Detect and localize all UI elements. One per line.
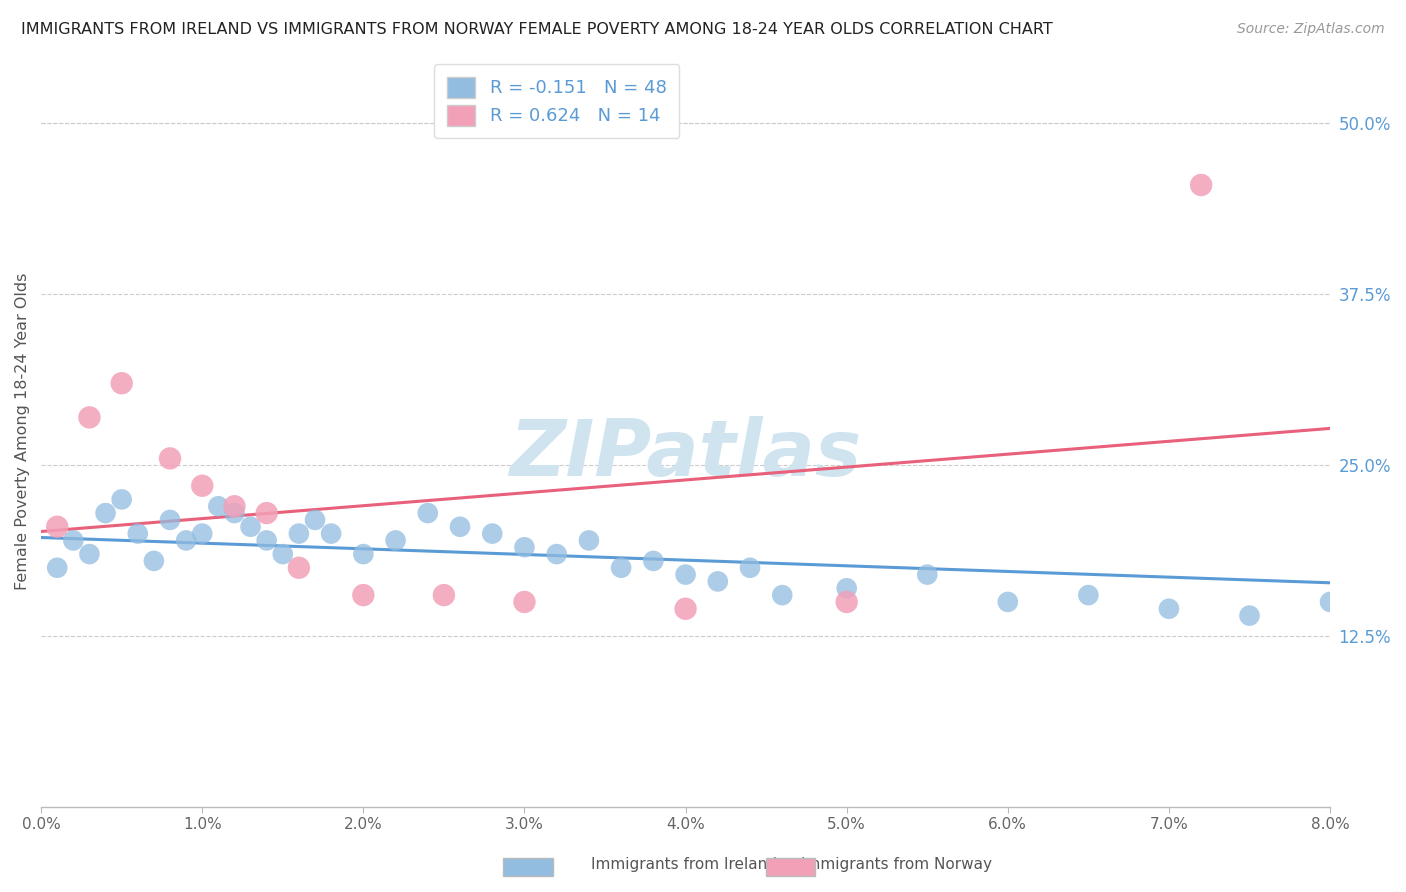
Point <box>191 479 214 493</box>
Point <box>352 547 374 561</box>
Point <box>1239 608 1261 623</box>
Point <box>1077 588 1099 602</box>
Text: Immigrants from Ireland: Immigrants from Ireland <box>591 857 776 872</box>
Point <box>1319 595 1341 609</box>
Point <box>288 526 311 541</box>
Point <box>207 500 229 514</box>
Point <box>997 595 1019 609</box>
Legend: R = -0.151   N = 48, R = 0.624   N = 14: R = -0.151 N = 48, R = 0.624 N = 14 <box>434 64 679 138</box>
Point <box>79 410 101 425</box>
Text: Immigrants from Norway: Immigrants from Norway <box>801 857 993 872</box>
Point <box>46 520 69 534</box>
Point <box>46 561 69 575</box>
Y-axis label: Female Poverty Among 18-24 Year Olds: Female Poverty Among 18-24 Year Olds <box>15 272 30 590</box>
Point <box>256 506 278 520</box>
Point <box>433 588 456 602</box>
Point <box>835 595 858 609</box>
Point <box>174 533 197 548</box>
Point <box>94 506 117 520</box>
Point <box>1157 601 1180 615</box>
Point <box>449 520 471 534</box>
Point <box>513 595 536 609</box>
Point <box>142 554 165 568</box>
Point <box>256 533 278 548</box>
Point <box>738 561 761 575</box>
Point <box>352 588 374 602</box>
Point <box>915 567 938 582</box>
Point <box>1399 601 1406 615</box>
Point <box>546 547 568 561</box>
Point <box>79 547 101 561</box>
Point <box>578 533 600 548</box>
Point <box>675 601 697 615</box>
Point <box>416 506 439 520</box>
Point <box>513 541 536 555</box>
Point <box>304 513 326 527</box>
Point <box>481 526 503 541</box>
Text: Source: ZipAtlas.com: Source: ZipAtlas.com <box>1237 22 1385 37</box>
Point <box>111 376 134 391</box>
Point <box>239 520 262 534</box>
Point <box>384 533 406 548</box>
Point <box>707 574 730 589</box>
Text: IMMIGRANTS FROM IRELAND VS IMMIGRANTS FROM NORWAY FEMALE POVERTY AMONG 18-24 YEA: IMMIGRANTS FROM IRELAND VS IMMIGRANTS FR… <box>21 22 1053 37</box>
Point <box>224 506 246 520</box>
Point <box>159 451 181 466</box>
Point <box>127 526 149 541</box>
Point <box>159 513 181 527</box>
Point <box>643 554 665 568</box>
Text: ZIPatlas: ZIPatlas <box>509 416 862 491</box>
Point <box>321 526 343 541</box>
Point <box>835 581 858 595</box>
Point <box>1189 178 1212 192</box>
Point <box>271 547 294 561</box>
Point <box>62 533 84 548</box>
Point <box>610 561 633 575</box>
Point <box>191 526 214 541</box>
Point <box>770 588 793 602</box>
Point <box>288 561 311 575</box>
Point <box>111 492 134 507</box>
Point <box>675 567 697 582</box>
Point <box>224 500 246 514</box>
